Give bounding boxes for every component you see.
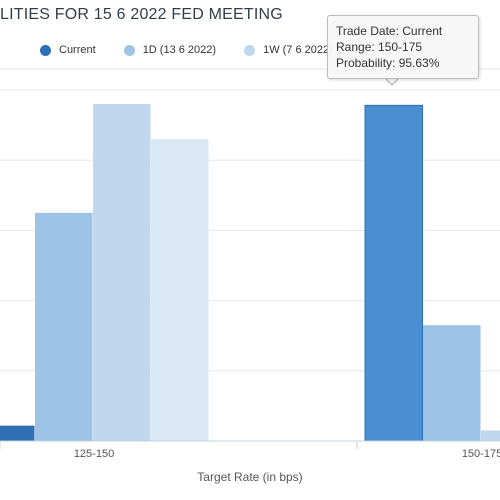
bar-1d-125-150[interactable] <box>35 212 93 441</box>
bar-1w-125-150[interactable] <box>93 104 151 441</box>
tooltip-range: Range: 150-175 <box>336 40 423 54</box>
chart-title: LITIES FOR 15 6 2022 FED MEETING <box>0 6 283 23</box>
legend-label: Current <box>59 44 96 56</box>
bar-1d-150-175[interactable] <box>423 325 481 441</box>
bar-series-3-125-150[interactable] <box>151 139 209 441</box>
x-axis-title: Target Rate (in bps) <box>197 470 303 484</box>
legend-item-1w[interactable]: 1W (7 6 2022) <box>244 44 333 56</box>
legend-item-1d[interactable]: 1D (13 6 2022) <box>123 44 217 56</box>
tooltip-probability: Probability: 95.63% <box>336 56 440 70</box>
legend-item-current[interactable]: Current <box>40 44 96 56</box>
x-tick-label-150-175: 150-175 <box>461 448 500 460</box>
legend-label: 1W (7 6 2022) <box>263 44 333 56</box>
tooltip-trade-date: Trade Date: Current <box>336 24 443 38</box>
tooltip-pointer-inner <box>386 78 398 84</box>
tooltip: Trade Date: Current Range: 150-175 Proba… <box>327 15 479 79</box>
legend-dot <box>40 44 51 56</box>
legend-dot <box>244 44 256 56</box>
legend-label: 1D (13 6 2022) <box>142 44 217 56</box>
bar-1w-150-175[interactable] <box>481 430 500 441</box>
bar-current-150-175[interactable] <box>364 104 423 442</box>
legend: Current 1D (13 6 2022) 1W (7 6 2022) <box>40 44 361 56</box>
bars <box>0 104 500 442</box>
x-axis-ticks <box>0 441 358 449</box>
x-tick-label-125-150: 125-150 <box>73 448 115 460</box>
bar-current-125-150[interactable] <box>0 425 35 441</box>
legend-dot <box>123 44 135 56</box>
